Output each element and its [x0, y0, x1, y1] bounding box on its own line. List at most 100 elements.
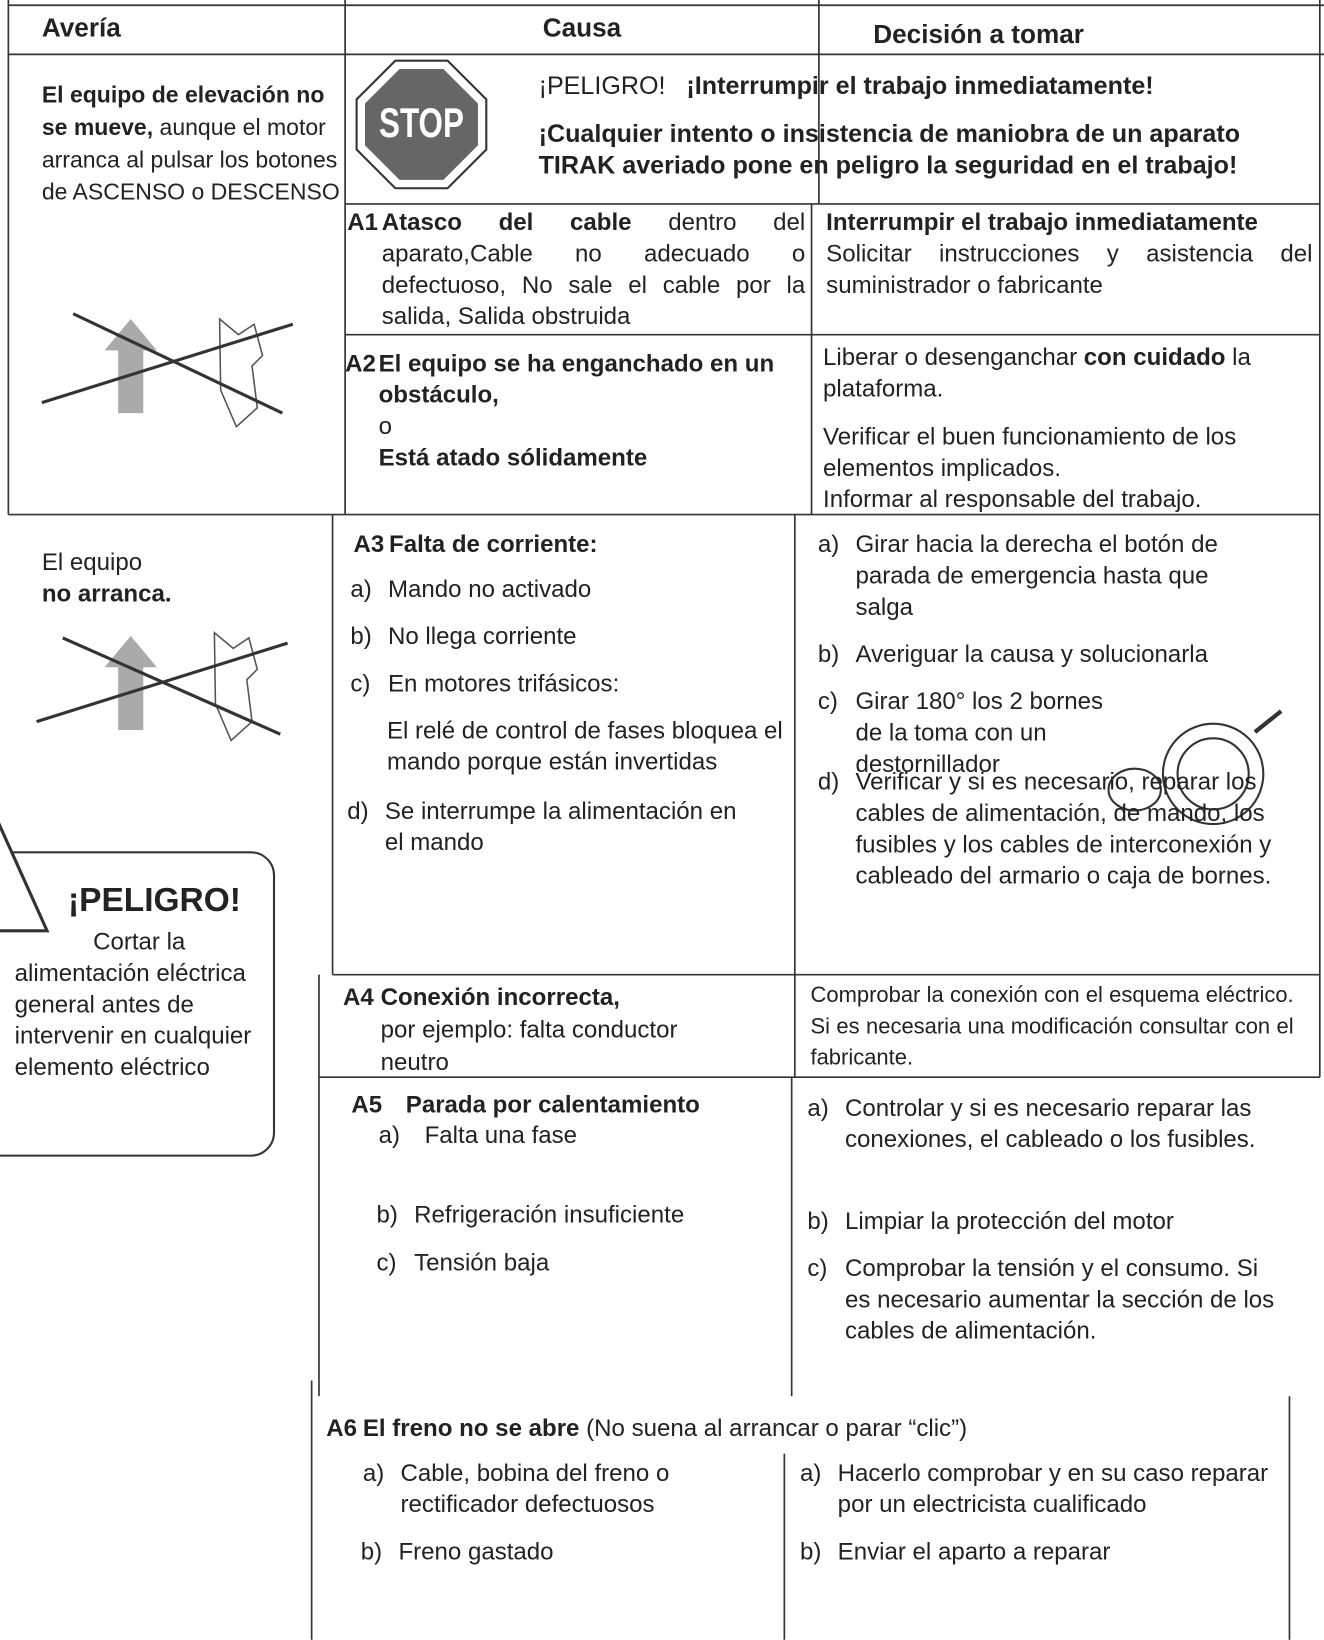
- decision-bold: Interrumpir el trabajo inmediatamente: [826, 208, 1258, 236]
- code: A5: [351, 1090, 383, 1118]
- decision-item: b) Limpiar la protección del motor: [807, 1205, 1288, 1236]
- fault-bold: El equipo de elevación no se mueve,: [41, 81, 325, 141]
- cause-item: a) Mando no activado: [350, 573, 789, 604]
- item-label: a): [800, 1458, 822, 1487]
- item-label: c): [350, 669, 371, 697]
- item-text: Girar 180° los 2 bornes de la toma con u…: [855, 687, 1104, 778]
- cause-title: Falta de corriente:: [389, 530, 598, 558]
- item-label: c): [817, 687, 838, 715]
- item-label: b): [376, 1200, 398, 1228]
- cause-item: b) No llega corriente: [350, 620, 789, 651]
- code: A1: [347, 208, 378, 236]
- item-label: b): [350, 622, 372, 650]
- fault-1: El equipo de elevación no se mueve, aunq…: [42, 78, 343, 208]
- arrows-icon-1: [41, 312, 294, 429]
- cause-title: El freno no se abre (No suena al arranca…: [363, 1412, 1304, 1443]
- fault-2: El equipo no arranca.: [42, 546, 251, 609]
- decision: Verificar el buen funcionamiento de los …: [823, 420, 1315, 514]
- decision-text: Liberar o desenganchar: [823, 343, 1078, 371]
- fault-text: aunque el motor arranca al pulsar los bo…: [41, 113, 340, 205]
- item-text: Tensión baja: [414, 1248, 550, 1276]
- socket-icon: [1107, 709, 1283, 826]
- cause-note: El relé de control de fases bloquea el m…: [386, 716, 783, 775]
- decision-text: Solicitar instrucciones y asistencia del…: [826, 239, 1313, 299]
- item-label: c): [376, 1248, 397, 1276]
- cause-bold: Conexión incorrecta,: [380, 983, 620, 1011]
- cause-item: c) Tensión baja: [376, 1247, 773, 1278]
- item-text: Se interrumpe la alimentación en el mand…: [384, 796, 737, 856]
- item-label: a): [817, 530, 840, 558]
- code: A3: [353, 530, 385, 558]
- item-label: d): [817, 767, 840, 795]
- decision-text: Informar al responsable del trabajo.: [823, 485, 1202, 513]
- item-text: Controlar y si es necesario reparar las …: [845, 1093, 1256, 1153]
- item-text: Enviar el aparto a reparar: [837, 1537, 1111, 1565]
- fault-text: El equipo: [41, 547, 143, 576]
- warning-title: ¡PELIGRO!: [67, 880, 241, 919]
- item-text: En motores trifásicos:: [387, 669, 620, 697]
- decision-item: c) Comprobar la tensión y el consumo. Si …: [807, 1252, 1288, 1346]
- warning-text: Cortar la alimentación eléctrica general…: [14, 927, 252, 1081]
- header-cause: Causa: [542, 13, 622, 43]
- cause-item: d) Se interrumpe la alimentación en el ma…: [347, 795, 765, 858]
- cause-bold: Está atado sólidamente: [378, 443, 648, 471]
- cause-item: b) Freno gastado: [361, 1535, 779, 1566]
- item-text: Freno gastado: [398, 1537, 554, 1565]
- decision: Interrumpir el trabajo inmediatamente Sol…: [826, 206, 1312, 300]
- item-label: b): [360, 1537, 383, 1565]
- item-label: a): [350, 575, 372, 603]
- banner-stop: ¡Interrumpir el trabajo inmediatamente!: [686, 72, 1154, 101]
- cause: Conexión incorrecta, por ejemplo: falta c…: [381, 981, 684, 1078]
- decision-item: a) Hacerlo comprobar y en su caso reparar…: [800, 1457, 1292, 1520]
- grid: [7, 0, 1324, 1640]
- cause: El equipo se ha enganchado en un obstácu…: [379, 347, 803, 472]
- item-label: d): [347, 796, 369, 825]
- arrows-icon-2: [36, 631, 289, 742]
- cause-text: o: [378, 412, 392, 440]
- item-text: Averiguar la causa y solucionarla: [855, 640, 1208, 668]
- cause-item: a) Cable, bobina del freno o rectificador…: [363, 1457, 781, 1520]
- stop-label: STOP: [379, 100, 464, 147]
- item-text: No llega corriente: [387, 622, 577, 650]
- item-text: Falta una fase: [424, 1121, 578, 1149]
- title-bold: El freno no se abre: [362, 1413, 580, 1442]
- item-label: a): [362, 1458, 385, 1487]
- decision-item: b) Averiguar la causa y solucionarla: [818, 638, 1289, 669]
- cause-text: dentro del aparato,Cable no adecuado o d…: [381, 208, 806, 330]
- item-text: Limpiar la protección del motor: [845, 1206, 1174, 1235]
- cause-item: c) En motores trifásicos:: [350, 667, 789, 698]
- item-label: b): [807, 1206, 829, 1235]
- decision: Liberar o desenganchar con cuidado la pl…: [823, 341, 1315, 404]
- cause-item: b) Refrigeración insuficiente: [376, 1198, 773, 1229]
- item-text: Verificar y si es necesario, reparar los…: [855, 767, 1272, 889]
- item-text: Hacerlo comprobar y en su caso reparar p…: [837, 1458, 1269, 1518]
- stop-sign: [355, 59, 488, 190]
- item-text: Girar hacia la derecha el botón de parad…: [855, 530, 1218, 621]
- item-label: a): [378, 1121, 400, 1149]
- decision-item: d) Verificar y si es necesario, reparar l…: [818, 766, 1299, 891]
- code: A4: [343, 983, 374, 1011]
- code: A2: [345, 349, 376, 377]
- decision-item: a) Girar hacia la derecha el botón de par…: [818, 528, 1289, 622]
- cause-bold: Atasco del cable: [381, 208, 632, 236]
- cause-bold: El equipo se ha enganchado en un obstácu…: [378, 349, 775, 408]
- decision-bold: con cuidado: [1083, 343, 1226, 371]
- item-label: c): [807, 1253, 828, 1282]
- code: A6: [326, 1413, 358, 1442]
- cause-text: por ejemplo: falta conductor neutro: [380, 1015, 678, 1076]
- cause-title: Parada por calentamiento: [405, 1090, 700, 1118]
- decision-text: Verificar el buen funcionamiento de los …: [823, 422, 1237, 482]
- title-text: (No suena al arrancar o parar “clic”): [586, 1413, 968, 1442]
- item-label: b): [800, 1537, 822, 1565]
- item-text: Comprobar la tensión y el consumo. Si es…: [845, 1253, 1275, 1344]
- banner-line-2: ¡Cualquier intento o insistencia de mani…: [538, 120, 1241, 180]
- banner-title: ¡PELIGRO!: [538, 72, 666, 101]
- item-label: a): [807, 1093, 829, 1122]
- warning-box: [0, 822, 276, 1157]
- header-fault: Avería: [41, 13, 121, 43]
- banner-line-1: ¡PELIGRO! ¡Interrumpir el trabajo inmedi…: [539, 71, 1154, 102]
- cause: Atasco del cable dentro del aparato,Cabl…: [382, 206, 806, 331]
